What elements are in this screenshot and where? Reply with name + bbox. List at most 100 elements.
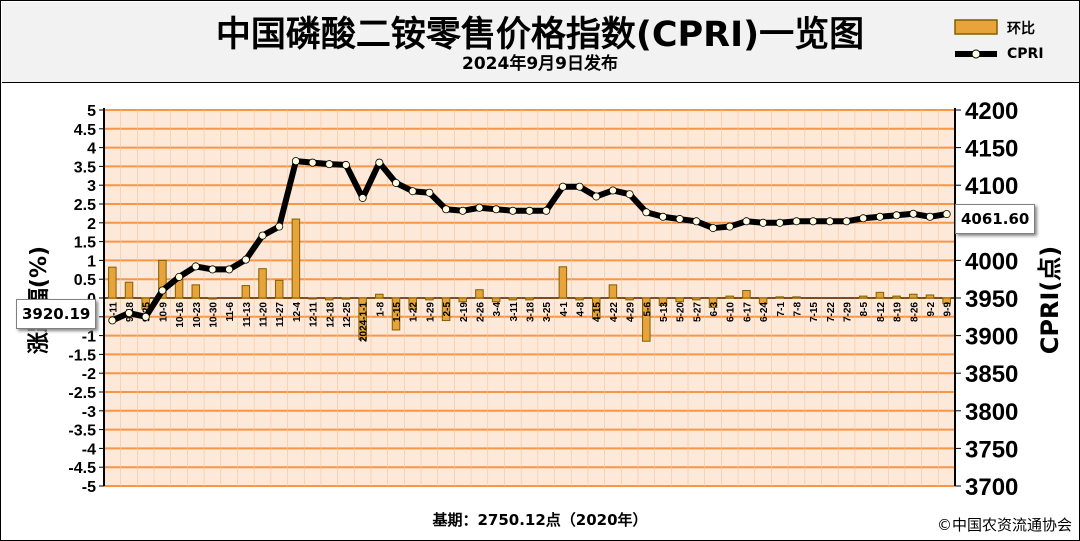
bar bbox=[658, 297, 668, 307]
category-label: 6-24 bbox=[759, 302, 770, 322]
bar bbox=[458, 297, 468, 303]
cpri-point bbox=[125, 309, 134, 318]
category-label: 7-8 bbox=[792, 302, 803, 317]
bar bbox=[124, 281, 134, 299]
right-axis-title: CPRI(点) bbox=[1036, 246, 1064, 355]
bar bbox=[241, 285, 251, 299]
cpri-point bbox=[258, 231, 267, 240]
left-tick-label: 3.5 bbox=[74, 159, 96, 176]
left-tick-label: 2.5 bbox=[74, 197, 96, 214]
cpri-point bbox=[658, 212, 667, 221]
cpri-point bbox=[742, 217, 751, 226]
bar bbox=[925, 294, 935, 299]
category-label: 6-17 bbox=[742, 302, 753, 322]
category-label: 2-26 bbox=[475, 302, 486, 322]
cpri-point bbox=[225, 265, 234, 274]
cpri-point bbox=[341, 160, 350, 169]
category-label: 6-10 bbox=[726, 302, 737, 322]
bar bbox=[358, 297, 367, 340]
cpri-point bbox=[325, 160, 334, 169]
left-tick-label: -1 bbox=[82, 329, 96, 346]
category-label: 1-8 bbox=[375, 302, 386, 317]
cpri-point bbox=[608, 186, 617, 195]
right-tick-label: 4100 bbox=[965, 173, 1018, 200]
right-tick-label: 3700 bbox=[965, 474, 1018, 501]
bar bbox=[291, 218, 301, 299]
category-label: 4-29 bbox=[626, 302, 637, 322]
left-tick-label: 2 bbox=[87, 216, 96, 233]
cpri-point bbox=[458, 206, 467, 215]
right-tick-label: 3900 bbox=[965, 324, 1018, 351]
left-tick-label: 4.5 bbox=[74, 122, 96, 139]
bar bbox=[792, 296, 801, 299]
left-tick-label: -3 bbox=[82, 404, 96, 421]
bar bbox=[642, 297, 651, 342]
category-label: 2-19 bbox=[459, 302, 470, 322]
cpri-point bbox=[492, 205, 501, 214]
category-label: 10-16 bbox=[175, 302, 186, 328]
category-label: 7-22 bbox=[826, 302, 837, 322]
bar bbox=[575, 297, 584, 301]
bar bbox=[558, 266, 568, 299]
left-tick-label: 4 bbox=[87, 141, 96, 158]
category-label: 10-9 bbox=[158, 302, 169, 322]
bar bbox=[758, 297, 768, 305]
base-period-note: 基期：2750.12点（2020年） bbox=[432, 511, 648, 529]
bar bbox=[725, 295, 734, 299]
category-label: 7-1 bbox=[776, 302, 787, 317]
category-label: 4-15 bbox=[592, 302, 603, 322]
cpri-point bbox=[442, 205, 451, 214]
cpri-point bbox=[642, 208, 651, 217]
cpri-point bbox=[208, 265, 217, 274]
bar bbox=[591, 297, 601, 320]
right-tick-label: 4150 bbox=[965, 136, 1018, 163]
bar bbox=[675, 297, 684, 303]
cpri-point bbox=[508, 206, 517, 215]
right-tick-label: 4200 bbox=[965, 98, 1018, 125]
cpri-point bbox=[575, 182, 584, 191]
legend-bar-label: 环比 bbox=[1007, 21, 1035, 37]
bar bbox=[625, 297, 634, 301]
cpri-point bbox=[792, 217, 801, 226]
category-label: 12-11 bbox=[309, 302, 320, 327]
cpri-point bbox=[759, 218, 768, 227]
bar bbox=[875, 291, 885, 299]
cpri-point bbox=[942, 210, 951, 219]
chart-subtitle: 2024年9月9日发布 bbox=[462, 54, 618, 74]
bar bbox=[742, 289, 751, 299]
bar bbox=[475, 289, 484, 299]
bar bbox=[258, 268, 267, 299]
bar bbox=[441, 297, 451, 322]
bar bbox=[274, 279, 284, 299]
bar bbox=[308, 297, 317, 300]
first-value-callout: 3920.19 bbox=[16, 299, 97, 329]
cpri-point bbox=[375, 158, 384, 167]
right-tick-label: 3750 bbox=[965, 436, 1018, 463]
bar bbox=[491, 297, 501, 303]
bar bbox=[692, 297, 701, 301]
bar bbox=[108, 266, 117, 299]
bar bbox=[208, 297, 217, 300]
category-label: 2024-1-1 bbox=[359, 302, 370, 342]
cpri-point bbox=[275, 222, 284, 231]
left-tick-label: -2 bbox=[82, 366, 96, 383]
bar bbox=[191, 284, 201, 299]
chart-title: 中国磷酸二铵零售价格指数(CPRI)一览图 bbox=[215, 15, 865, 55]
legend-line-label: CPRI bbox=[1007, 46, 1044, 62]
category-label: 6-3 bbox=[709, 302, 720, 317]
category-label: 8-12 bbox=[876, 302, 887, 322]
legend-bar-swatch bbox=[954, 19, 998, 35]
category-label: 5-13 bbox=[659, 302, 670, 322]
category-label: 9-2 bbox=[926, 302, 937, 317]
category-label: 5-27 bbox=[692, 302, 703, 322]
bar bbox=[708, 297, 718, 308]
cpri-point bbox=[408, 187, 417, 196]
category-label: 1-22 bbox=[409, 302, 420, 322]
category-label: 1-29 bbox=[425, 302, 436, 322]
cpri-point bbox=[141, 312, 150, 321]
category-label: 9-9 bbox=[943, 302, 954, 317]
cpri-point bbox=[308, 158, 317, 167]
cpri-point bbox=[925, 212, 934, 221]
left-tick-label: 1.5 bbox=[74, 235, 96, 252]
